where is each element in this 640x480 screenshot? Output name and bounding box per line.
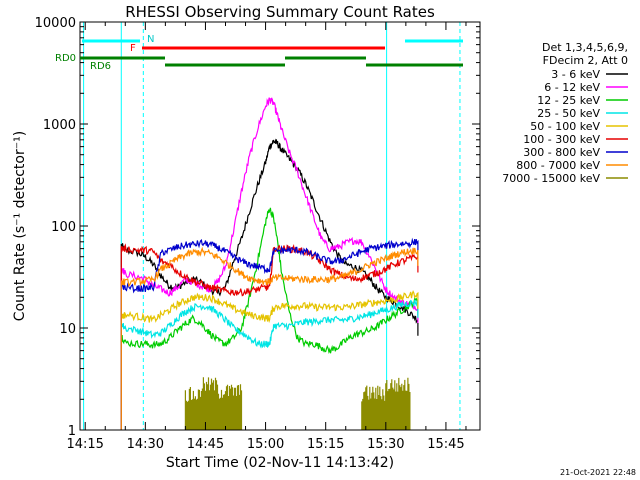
flag-f-label: F: [130, 43, 136, 54]
x-tick-label-5: 15:30: [367, 437, 404, 452]
flag-n: N: [82, 34, 463, 45]
y-tick-label-1: 10: [59, 322, 76, 337]
series-bars-high-energy-3: [361, 385, 387, 430]
plot-area: [83, 22, 461, 430]
series-line-7: [120, 246, 419, 430]
x-tick-label-2: 14:45: [187, 437, 224, 452]
series-bars-high-energy-1: [200, 377, 219, 430]
chart-title: RHESSI Observing Summary Count Rates: [125, 3, 435, 21]
legend-header-line1: Det 1,3,4,5,6,9,: [542, 41, 628, 54]
x-tick-label-3: 15:00: [247, 437, 284, 452]
legend-label-8: 7000 - 15000 keV: [502, 172, 600, 185]
y-tick-label-3: 1000: [43, 118, 76, 133]
series-line-5: [120, 243, 419, 430]
y-tick-label-4: 10000: [35, 16, 76, 31]
y-tick-label-0: 1: [68, 424, 76, 439]
flag-rd6-label: RD6: [90, 61, 111, 72]
legend-label-3: 25 - 50 keV: [537, 107, 600, 120]
series-bars-high-energy-2: [216, 384, 243, 430]
flag-f: F: [130, 43, 385, 54]
x-tick-label-6: 15:45: [427, 437, 464, 452]
x-tick-label-1: 14:30: [127, 437, 164, 452]
legend-label-6: 300 - 800 keV: [523, 146, 600, 159]
x-tick-label-0: 14:15: [66, 437, 103, 452]
legend-label-1: 6 - 12 keV: [544, 81, 600, 94]
series-line-2: [120, 207, 419, 430]
flag-rd6: RD6: [90, 61, 463, 72]
y-axis-label: Count Rate (s⁻¹ detector⁻¹): [12, 131, 28, 321]
y-tick-label-2: 100: [51, 220, 76, 235]
legend-label-5: 100 - 300 keV: [523, 133, 600, 146]
legend: Det 1,3,4,5,6,9, FDecim 2, Att 0 3 - 6 k…: [502, 41, 628, 185]
x-axis-label: Start Time (02-Nov-11 14:13:42): [166, 455, 394, 471]
series-line-3: [120, 299, 419, 430]
series-line-4: [120, 289, 419, 430]
series-bars-high-energy-0: [184, 387, 202, 430]
x-axis: 14:15 14:30 14:45 15:00 15:15 15:30 15:45: [66, 22, 467, 452]
legend-label-0: 3 - 6 keV: [551, 68, 600, 81]
series-line-6: [120, 237, 419, 430]
y-axis: 1 10 100 1000 10000: [35, 16, 480, 439]
legend-label-2: 12 - 25 keV: [537, 94, 600, 107]
flag-n-label: N: [147, 34, 154, 45]
x-tick-label-4: 15:15: [307, 437, 344, 452]
legend-label-7: 800 - 7000 keV: [516, 159, 600, 172]
timestamp: 21-Oct-2021 22:48: [560, 468, 636, 477]
flag-rd0: RD0: [55, 53, 366, 64]
legend-header-line2: FDecim 2, Att 0: [543, 54, 628, 67]
series-bars-high-energy-4: [385, 377, 411, 430]
legend-label-4: 50 - 100 keV: [530, 120, 600, 133]
flag-rd0-label: RD0: [55, 53, 76, 64]
